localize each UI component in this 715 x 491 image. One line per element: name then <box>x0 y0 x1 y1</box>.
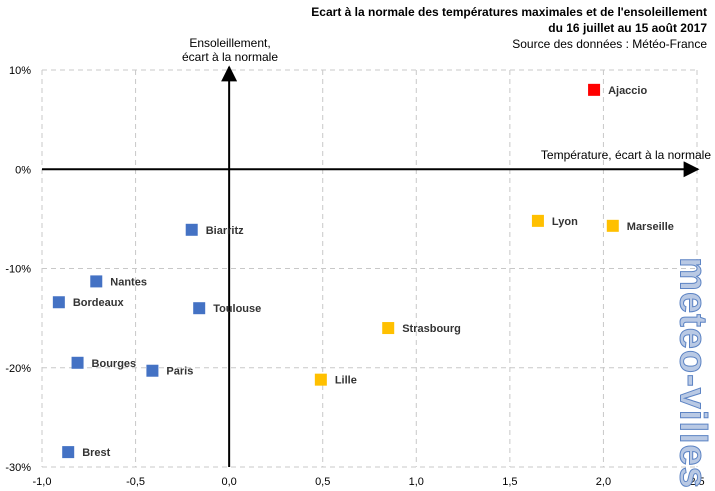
data-point-label: Lille <box>335 375 357 387</box>
axis-titles: Température, écart à la normale Ensoleil… <box>182 36 711 162</box>
data-point-label: Nantes <box>110 276 147 288</box>
y-tick-label: -30% <box>5 462 31 474</box>
y-tick-label: 10% <box>9 65 31 77</box>
x-axis-title: Température, écart à la normale <box>541 148 711 162</box>
data-point-label: Paris <box>166 366 193 378</box>
data-point-marker <box>193 302 206 315</box>
axes <box>42 65 700 467</box>
data-point-marker <box>71 356 84 369</box>
x-tick-label: 0,5 <box>315 476 330 488</box>
data-point-label: Bordeaux <box>73 297 125 309</box>
data-point-label: Biarritz <box>206 225 244 237</box>
data-point-marker <box>531 214 544 227</box>
x-tick-label: -0,5 <box>126 476 145 488</box>
x-tick-label: 2,0 <box>596 476 611 488</box>
x-tick-label: 2,5 <box>689 476 704 488</box>
data-point-marker <box>314 373 327 386</box>
y-tick-label: -10% <box>5 264 31 276</box>
y-tick-label: 0% <box>15 164 31 176</box>
watermark-text: meteo-villes <box>671 257 714 490</box>
data-point-marker <box>90 275 103 288</box>
data-point-label: Strasbourg <box>402 323 461 335</box>
x-tick-label: 0,0 <box>221 476 236 488</box>
data-point-label: Marseille <box>627 221 674 233</box>
data-point-marker <box>62 446 75 459</box>
y-axis-title-line2: écart à la normale <box>182 50 278 64</box>
data-point-label: Lyon <box>552 216 578 228</box>
x-tick-label: 1,0 <box>409 476 424 488</box>
grid-lines <box>41 69 698 468</box>
x-tick-label: 1,5 <box>502 476 517 488</box>
data-point-marker <box>382 322 395 335</box>
data-point-label: Brest <box>82 447 110 459</box>
y-tick-label: -20% <box>5 363 31 375</box>
data-points: Ajaccio Lyon Marseille Strasbourg Lille Biarr… <box>52 83 674 459</box>
y-axis-title-line1: Ensoleillement, <box>189 36 270 50</box>
data-point-label: Bourges <box>92 358 137 370</box>
data-point-marker <box>185 223 198 236</box>
data-point-label: Toulouse <box>213 303 261 315</box>
data-point-marker <box>588 83 601 96</box>
data-point-label: Ajaccio <box>608 85 647 97</box>
x-tick-label: -1,0 <box>33 476 52 488</box>
data-point-marker <box>146 364 159 377</box>
watermark-logo: meteo-villes <box>670 257 714 489</box>
tick-labels: -1,0 -0,5 0,0 0,5 1,0 1,5 2,0 2,5 10% 0% -10% -20% -… <box>5 65 704 488</box>
chart-title-line2: du 16 juillet au 15 août 2017 <box>548 21 707 35</box>
data-point-marker <box>52 296 65 309</box>
data-point-marker <box>606 219 619 232</box>
chart-header: Ecart à la normale des températures maxi… <box>311 4 707 52</box>
data-source: Source des données : Météo-France <box>512 37 707 51</box>
chart-title-line1: Ecart à la normale des températures maxi… <box>311 5 707 19</box>
